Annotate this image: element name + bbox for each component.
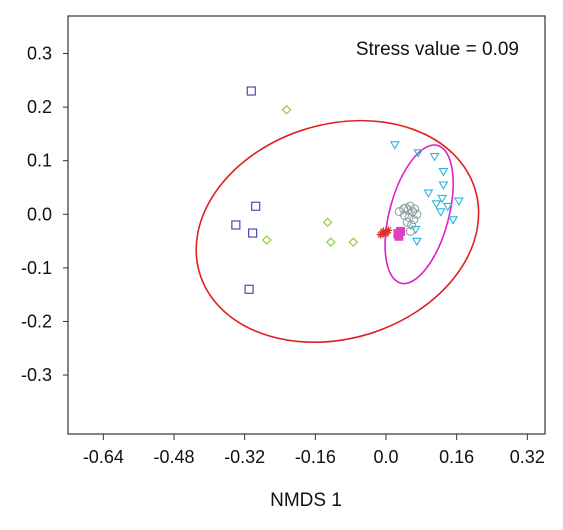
y-tick-label: 0.0 <box>27 204 52 224</box>
stress-annotation: Stress value = 0.09 <box>356 39 519 60</box>
x-tick: -0.32 <box>224 434 265 467</box>
data-point <box>402 217 412 227</box>
x-tick-label: -0.32 <box>224 447 265 467</box>
data-point <box>429 153 440 162</box>
x-tick: -0.48 <box>153 434 195 467</box>
data-point <box>394 207 404 217</box>
data-point <box>382 229 390 238</box>
x-tick: 0.0 <box>373 434 399 467</box>
y-axis: 0.3 0.2 0.1 0.0 -0.1 -0.2 -0.3 <box>21 44 68 385</box>
data-point <box>246 86 256 96</box>
x-tick: -0.16 <box>295 434 336 467</box>
y-tick-label: 0.1 <box>27 151 52 171</box>
data-point <box>322 217 333 228</box>
x-tick-label: -0.16 <box>295 447 336 467</box>
y-tick: -0.1 <box>21 258 68 278</box>
data-point <box>435 208 446 217</box>
data-point <box>431 200 442 209</box>
y-tick-label: 0.3 <box>27 44 52 64</box>
y-tick: 0.3 <box>27 44 68 64</box>
x-axis: -0.64 -0.48 -0.32 -0.16 0.0 0.16 0.32 <box>83 434 545 467</box>
y-tick-label: -0.1 <box>21 258 52 278</box>
y-tick: 0.0 <box>27 204 68 224</box>
data-point <box>389 141 400 150</box>
x-axis-title: NMDS 1 <box>270 490 342 511</box>
data-point <box>438 181 449 190</box>
data-points <box>231 86 464 294</box>
y-tick: -0.2 <box>21 311 68 331</box>
group-ellipse <box>195 119 480 344</box>
y-tick: -0.3 <box>21 365 68 385</box>
y-tick: 0.2 <box>27 97 68 117</box>
data-point <box>448 216 459 225</box>
data-point <box>394 231 404 241</box>
x-tick-label: 0.32 <box>510 447 545 467</box>
y-tick-label: -0.3 <box>21 365 52 385</box>
x-tick-label: -0.64 <box>83 447 124 467</box>
data-point <box>423 189 434 198</box>
plot-frame <box>67 15 546 435</box>
data-point <box>413 149 424 158</box>
data-point <box>281 104 292 115</box>
data-point <box>376 230 385 239</box>
data-point <box>325 237 336 247</box>
data-point <box>412 209 422 219</box>
y-tick-label: -0.2 <box>21 311 52 331</box>
data-point <box>453 197 464 206</box>
data-point <box>251 201 261 211</box>
x-tick-label: 0.16 <box>439 447 474 467</box>
data-point <box>244 284 254 294</box>
data-point <box>261 235 272 245</box>
confidence-ellipses <box>195 119 480 344</box>
data-point <box>438 168 449 177</box>
data-point <box>405 226 415 236</box>
data-point <box>384 226 393 235</box>
x-tick: 0.32 <box>510 434 545 467</box>
data-point <box>399 204 409 214</box>
data-point <box>437 194 448 204</box>
y-tick: 0.1 <box>27 151 68 171</box>
group-ellipse <box>384 144 454 285</box>
x-tick-label: 0.0 <box>373 447 398 467</box>
data-point <box>410 225 421 235</box>
x-tick-label: -0.48 <box>153 447 194 467</box>
data-point <box>442 202 453 212</box>
data-point <box>411 237 422 247</box>
data-point <box>231 220 241 230</box>
x-tick: -0.64 <box>83 434 124 467</box>
data-point <box>348 237 359 247</box>
data-point <box>248 228 258 238</box>
x-tick: 0.16 <box>439 434 474 467</box>
y-tick-label: 0.2 <box>27 97 52 117</box>
data-point <box>410 204 420 214</box>
data-point <box>407 220 417 230</box>
